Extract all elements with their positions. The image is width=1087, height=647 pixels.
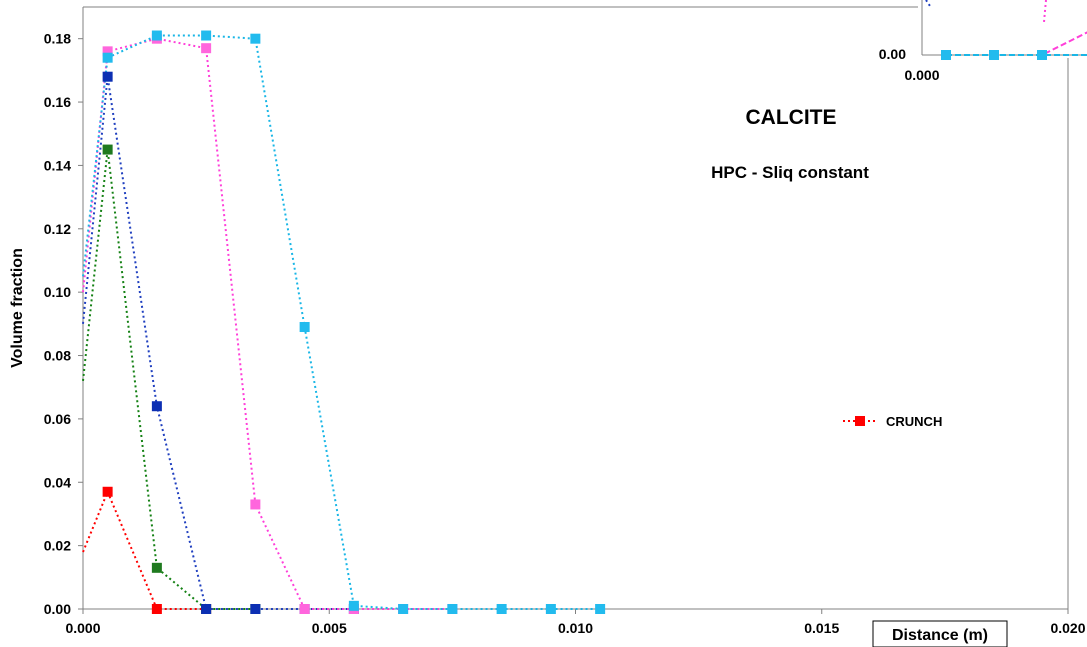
inset-chart: 0.00 0.000 [879,0,1087,83]
legend-label-crunch: CRUNCH [886,414,942,429]
inset-background [922,0,1087,58]
x-tick-label: 0.020 [1050,620,1085,636]
series-2-marker [151,401,162,412]
y-tick-label: 0.18 [44,31,71,47]
y-tick-label: 0.10 [44,284,71,300]
y-axis-title: Volume fraction [9,248,26,368]
series-4-marker [496,604,507,614]
inset-y-tick-label: 0.00 [879,46,906,62]
series-4-marker [151,30,162,41]
annotation-hpc-sliq: HPC - Sliq constant [711,163,869,182]
inset-blue-stroke [925,0,931,7]
y-tick-label: 0.00 [44,601,71,617]
legend-marker-crunch [855,416,865,426]
x-tick-label: 0.010 [558,620,593,636]
series-markers [102,30,606,614]
series-0-marker [151,604,162,614]
series-3-marker [201,43,212,54]
inset-series-1-marker [989,50,999,60]
annotation-calcite: CALCITE [746,106,837,129]
y-tick-label: 0.16 [44,94,71,110]
inset-series [925,0,1087,60]
legend: CRUNCH [843,414,942,429]
series-2-marker [250,604,261,614]
series-3-marker [299,604,310,614]
series-line-1 [82,149,256,610]
series-4-marker [595,604,606,614]
series-4-marker [299,322,310,333]
x-tick-label: 0.015 [804,620,839,636]
series-4-marker [348,600,359,611]
y-tick-label: 0.06 [44,411,71,427]
series-4-marker [201,30,212,41]
series-4-marker [250,33,261,44]
x-tick-label: 0.005 [312,620,347,636]
y-tick-label: 0.02 [44,538,71,554]
y-tick-label: 0.08 [44,348,71,364]
x-axis-title-box [872,620,1008,647]
inset-series-1-marker [1037,50,1047,60]
x-ticks: 0.000 0.005 0.010 0.015 0.020 [65,609,1086,636]
series-3-marker [250,499,261,510]
x-axis-title: Distance (m) [892,627,988,644]
inset-series-1-marker [941,50,951,60]
y-tick-label: 0.14 [44,157,71,173]
y-ticks: 0.00 0.02 0.04 0.06 0.08 0.10 0.12 0.14 0.16 0.18 [44,31,83,617]
series-3-marker [102,46,113,57]
series-1-marker [102,144,113,155]
series-4-marker [545,604,556,614]
series-line-0 [82,489,207,610]
inset-x-tick-label: 0.000 [904,67,939,83]
x-tick-label: 0.000 [65,620,100,636]
inset-magenta-stroke [1043,0,1047,23]
series-4-marker [447,604,458,614]
series-2-marker [201,604,212,614]
series-2-marker [102,71,113,82]
series-1-marker [151,562,162,573]
y-tick-label: 0.04 [44,474,71,490]
series-4-marker [398,604,409,614]
series-line-4 [82,34,601,610]
series-0-marker [102,486,113,497]
y-tick-label: 0.12 [44,221,71,237]
series-4-marker [102,52,113,63]
